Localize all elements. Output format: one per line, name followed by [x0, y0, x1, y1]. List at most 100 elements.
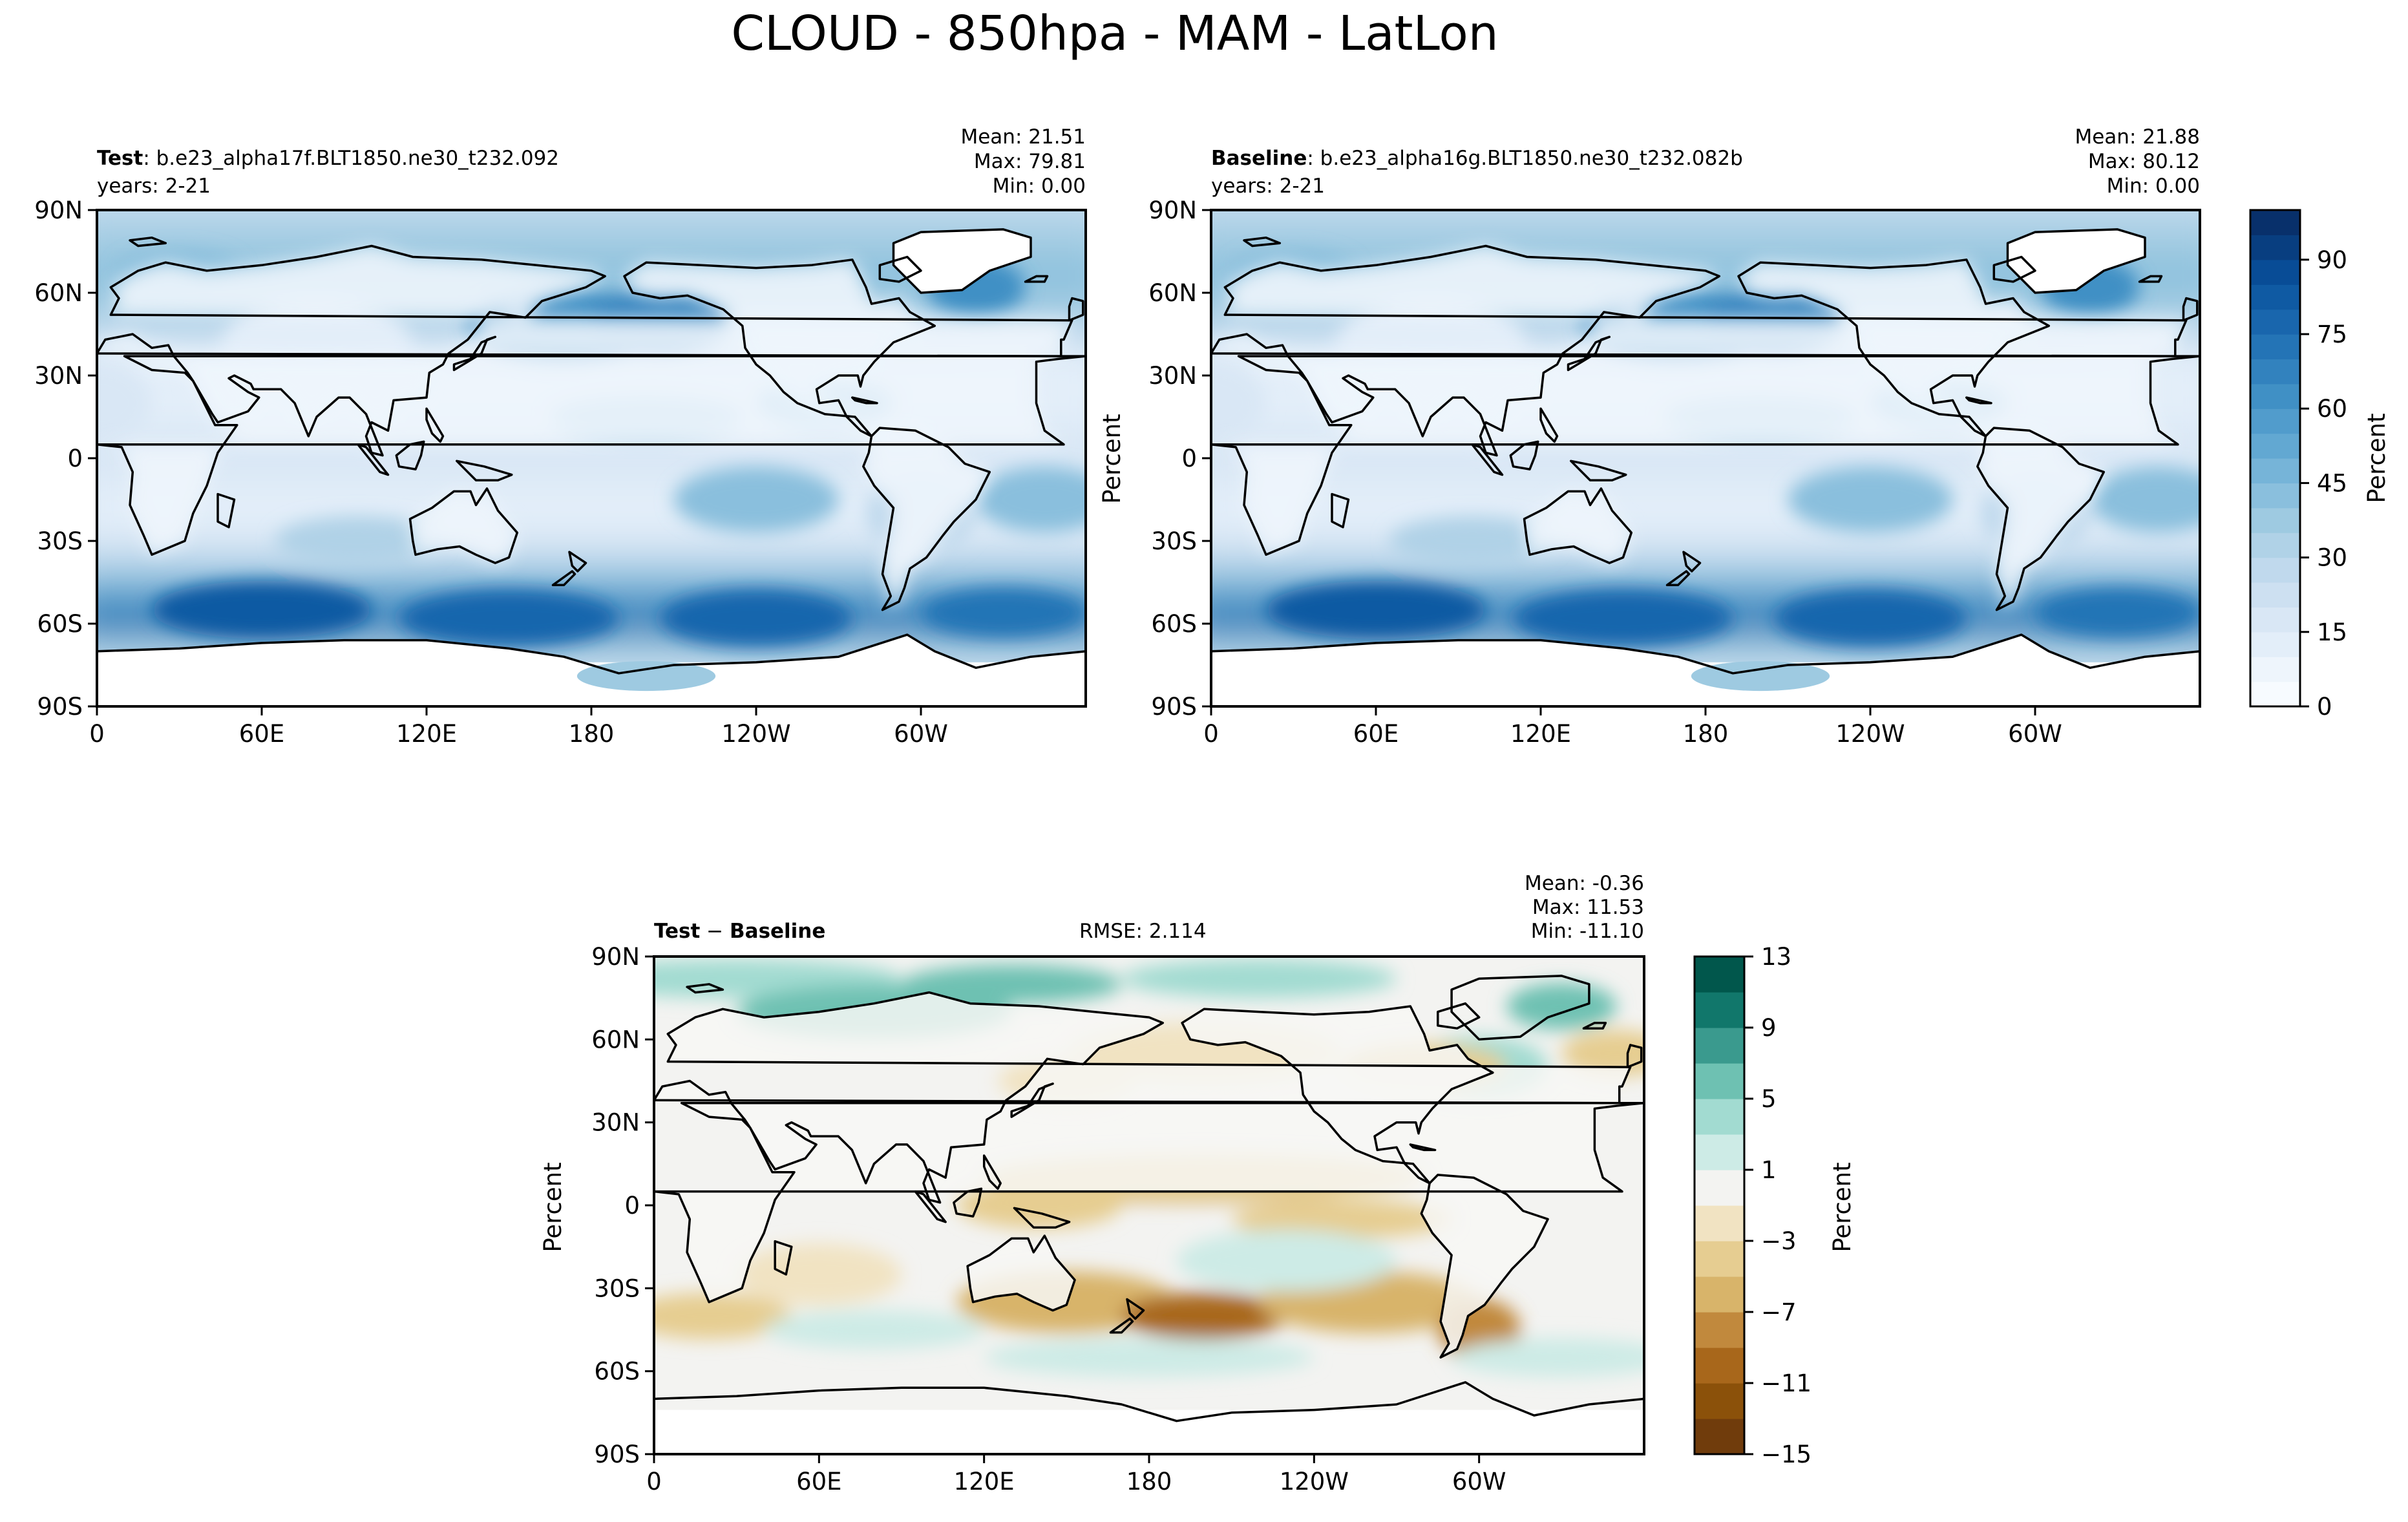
- colorbar-block: [2250, 408, 2300, 434]
- test-stat-min: Min: 0.00: [993, 174, 1086, 198]
- colorbar-diff-blocks: [1695, 957, 1744, 1455]
- ytick-label: 30N: [1148, 362, 1197, 390]
- colorbar-block: [1695, 1241, 1744, 1277]
- coast-newguinea: [456, 460, 513, 481]
- coast-philippines: [982, 1154, 1002, 1190]
- baseline-label-case: : b.e23_alpha16g.BLT1850.ne30_t232.082b: [1307, 147, 1742, 170]
- coast-samerica: [1976, 427, 2106, 611]
- test-stat-mean: Mean: 21.51: [960, 125, 1086, 149]
- diff-blob: [1452, 1338, 1644, 1377]
- colorbar-block: [2250, 309, 2300, 335]
- xtick-label: 120E: [954, 1468, 1015, 1496]
- diff-blob: [1176, 1229, 1397, 1292]
- colorbar-block: [1695, 1312, 1744, 1348]
- xtick-label: 180: [1683, 720, 1729, 748]
- coast-namerica: [623, 259, 936, 438]
- cloud-blob: [399, 589, 619, 648]
- ytick-label: 60N: [34, 279, 83, 307]
- diff-antarctic-interior: [654, 1410, 1644, 1454]
- coast-newguinea: [1013, 1207, 1071, 1229]
- colorbar-block: [1695, 1348, 1744, 1384]
- coast-sumatra: [357, 443, 390, 476]
- colorbar-block: [2250, 631, 2300, 657]
- coast-baffin: [1992, 255, 2036, 283]
- cloud-blob: [152, 580, 372, 639]
- cloud-blob: [275, 516, 441, 566]
- diff-label-minus: −: [700, 920, 730, 943]
- diff-rmse: RMSE: 2.114: [1079, 920, 1207, 943]
- cloud-blob: [660, 589, 852, 648]
- colorbar-tick-label: 5: [1761, 1085, 1777, 1113]
- coast-samerica: [1420, 1174, 1549, 1359]
- colorbar-block: [2250, 210, 2300, 235]
- xtick-label: 120W: [1280, 1468, 1349, 1496]
- ytick-label: 60N: [1148, 279, 1197, 307]
- diff-blob: [1561, 1030, 1644, 1077]
- xtick-label: 120E: [396, 720, 457, 748]
- colorbar-block: [2250, 507, 2300, 533]
- colorbar-tick-label: 90: [2317, 246, 2347, 274]
- coastlines: [1211, 228, 2200, 706]
- ytick-label: 30N: [34, 362, 83, 390]
- map-field: [97, 210, 1086, 706]
- map-field: [654, 957, 1644, 1454]
- coast-nz1: [1682, 551, 1702, 573]
- baseline-stat-min: Min: 0.00: [2107, 174, 2200, 198]
- ytick-label: 90S: [594, 1441, 640, 1468]
- coast-antarctica: [654, 1381, 1644, 1454]
- xtick-label: 120E: [1510, 720, 1571, 748]
- land-namerica: [624, 259, 935, 436]
- coast-svalbard: [1243, 236, 1282, 248]
- axes: 0 60E 120E 180 120W 60W 90N 60N 30N 0 30S 60S 90S: [591, 943, 1506, 1496]
- ytick-label: 90S: [1151, 693, 1197, 721]
- ytick-label: 90N: [591, 943, 640, 971]
- colorbar-block: [2250, 657, 2300, 682]
- coast-samerica: [862, 427, 991, 611]
- xtick-label: 60E: [1353, 720, 1399, 748]
- xtick-label: 120W: [1835, 720, 1905, 748]
- test-stat-max: Max: 79.81: [974, 150, 1086, 173]
- colorbar-diff-label: Percent: [1828, 1162, 1856, 1252]
- diff-label-baseline: Baseline: [730, 920, 825, 943]
- diff-stat-max: Max: 11.53: [1532, 896, 1644, 919]
- colorbar-block: [2250, 259, 2300, 285]
- colorbar-block: [1695, 992, 1744, 1028]
- coast-uk: [1626, 1044, 1643, 1068]
- colorbar-tick-label: 13: [1761, 943, 1791, 971]
- coast-nz2: [1109, 1317, 1134, 1334]
- baseline-label: Baseline: b.e23_alpha16g.BLT1850.ne30_t2…: [1211, 147, 1743, 170]
- coast-africa: [654, 1101, 1644, 1304]
- diff-blob: [984, 1338, 1315, 1377]
- colorbar-blues-ticks: 0 15 30 45 60 75 90: [2300, 246, 2347, 721]
- colorbar-tick-label: 15: [2317, 618, 2347, 646]
- colorbar-block: [2250, 582, 2300, 608]
- diff-blob: [1231, 1200, 1452, 1239]
- coast-nz2: [1665, 570, 1691, 587]
- ytick-label: 60S: [37, 610, 83, 638]
- diff-blob: [902, 964, 1122, 1004]
- cloud-blob: [1211, 361, 1266, 445]
- cloud-blob: [1389, 516, 1555, 566]
- colorbar-block: [1695, 1383, 1744, 1419]
- colorbar-blues-frame: [2249, 209, 2301, 708]
- ytick-label: 30S: [37, 527, 83, 555]
- coast-australia: [408, 487, 519, 564]
- coast-africa: [97, 355, 1086, 556]
- coast-namerica: [1737, 259, 2051, 438]
- diff-ylabel: Percent: [539, 1162, 567, 1252]
- cloud-blob: [1788, 466, 1953, 533]
- coast-madagascar: [774, 1240, 793, 1276]
- cloud-blob: [2035, 587, 2200, 638]
- colorbar-block: [2250, 607, 2300, 633]
- ytick-label: 90N: [34, 196, 83, 224]
- xtick-label: 0: [1203, 720, 1219, 748]
- land-namerica: [1738, 259, 2049, 436]
- coast-nz1: [1126, 1298, 1145, 1320]
- diff-land-samerica: [1421, 1174, 1548, 1358]
- coast-nz1: [568, 551, 587, 573]
- land-greenland-fill: [893, 229, 1031, 293]
- xtick-label: 180: [569, 720, 615, 748]
- colorbar-block: [2250, 284, 2300, 310]
- coast-antarctica: [1211, 633, 2200, 706]
- coast-cuba: [851, 396, 878, 405]
